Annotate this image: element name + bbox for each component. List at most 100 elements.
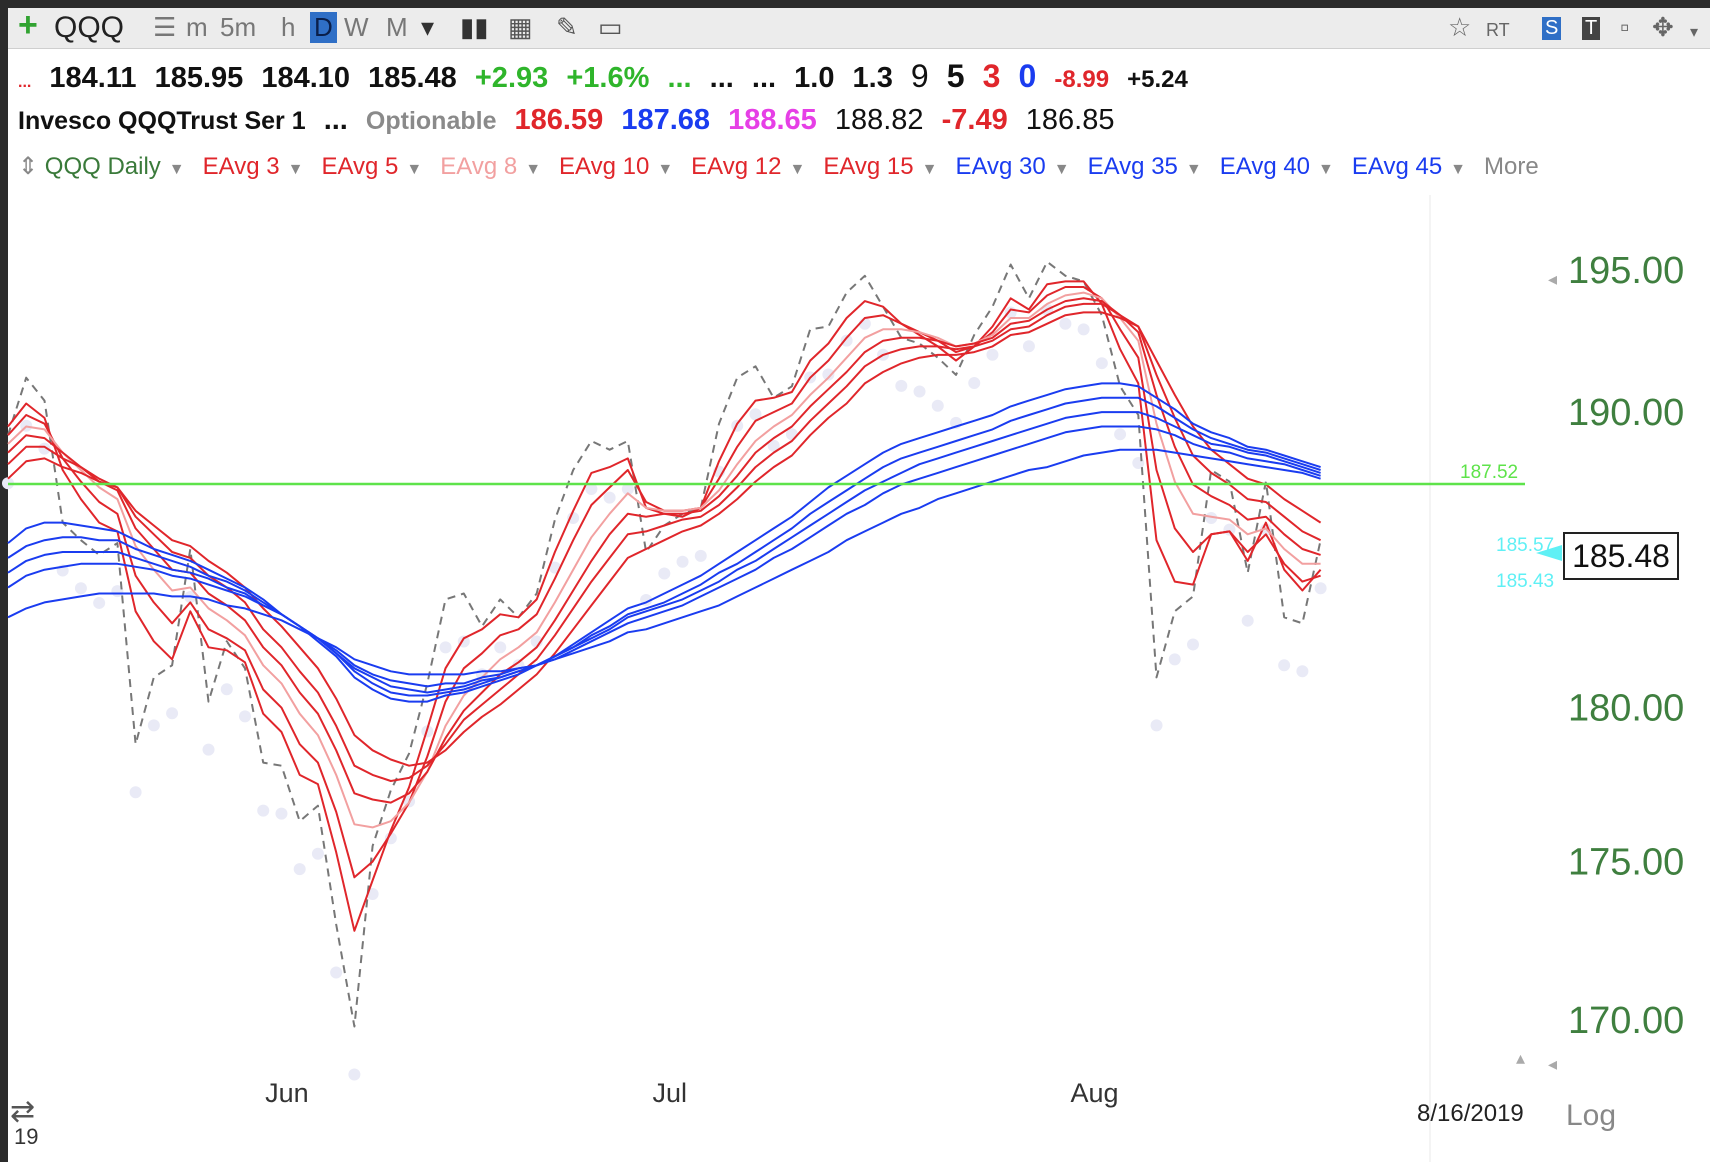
window-top-border (0, 0, 1710, 8)
s-icon[interactable]: S (1542, 17, 1562, 40)
low-dot (147, 719, 160, 732)
legend-item-eavg-8[interactable]: EAvg 8 ▼ (440, 153, 541, 180)
low-dot (1022, 340, 1035, 353)
row2-value-3: 188.65 (728, 104, 817, 136)
legend-item-qqq-daily[interactable]: QQQ Daily ▼ (45, 153, 185, 180)
low-dot (1278, 659, 1291, 672)
series-line-fast (7, 302, 1322, 782)
low-dot (1241, 614, 1254, 627)
quote-count-d: 0 (1018, 58, 1037, 94)
chevron-down-icon[interactable]: ▼ (789, 161, 806, 178)
series-line-slow (7, 425, 1321, 688)
low-dot (1150, 719, 1163, 732)
date-label: 8/16/2019 (1417, 1100, 1524, 1127)
y-tick-label: 170.00 (1568, 1000, 1684, 1042)
legend-item-eavg-10[interactable]: EAvg 10 ▼ (559, 153, 673, 180)
chevron-down-icon[interactable]: ▼ (168, 161, 185, 178)
series-line-slow (7, 448, 1321, 676)
low-dot (439, 641, 452, 654)
chevron-down-icon[interactable]: ▼ (1450, 161, 1467, 178)
y-tick-label: 190.00 (1568, 392, 1684, 434)
quote-open: 184.11 (49, 62, 137, 94)
scroll-left-icon[interactable]: ◂ (1548, 1054, 1557, 1074)
legend-item-eavg-35[interactable]: EAvg 35 ▼ (1088, 153, 1202, 180)
series-line-fast (7, 297, 1321, 804)
list-icon[interactable]: ☰ (153, 12, 177, 42)
x-tick-label: Jun (265, 1078, 309, 1108)
legend-item-eavg-40[interactable]: EAvg 40 ▼ (1220, 153, 1334, 180)
quote-value-b: 1.3 (852, 62, 893, 94)
legend-label: EAvg 45 (1351, 153, 1443, 180)
dropdown-icon[interactable]: ▾ (421, 12, 435, 42)
y-tick-label: 195.00 (1568, 250, 1684, 292)
chevron-down-icon[interactable]: ▼ (657, 161, 674, 178)
t-icon[interactable]: T (1582, 17, 1601, 40)
x-tick-label: Jul (653, 1078, 688, 1108)
quote-dots: ... (18, 74, 32, 91)
move-icon[interactable]: ✥ (1652, 12, 1674, 42)
low-dot (239, 710, 251, 723)
low-dot (1004, 306, 1017, 319)
chevron-down-icon[interactable]: ▼ (921, 161, 938, 178)
legend-item-more[interactable]: More (1484, 153, 1539, 180)
legend-item-eavg-3[interactable]: EAvg 3 ▼ (203, 153, 304, 180)
bar-chart-icon[interactable]: ▮▮ (460, 12, 489, 42)
star-icon[interactable]: ☆ (1448, 12, 1472, 42)
low-dot (931, 399, 944, 412)
name-dots: ... (323, 104, 348, 136)
realtime-icon[interactable]: RT (1486, 20, 1510, 40)
legend-item-eavg-45[interactable]: EAvg 45 ▼ (1352, 153, 1466, 180)
period-monthly[interactable]: M (386, 12, 408, 42)
legend-item-eavg-15[interactable]: EAvg 15 ▼ (823, 153, 937, 180)
indicator-legend: ⇕ QQQ Daily ▼ EAvg 3 ▼ EAvg 5 ▼ EAvg 8 ▼ EAvg 10… (18, 152, 1557, 181)
chevron-down-icon[interactable]: ▼ (525, 161, 542, 178)
log-scale-toggle[interactable]: Log (1566, 1099, 1617, 1132)
period-daily[interactable]: D (310, 12, 337, 43)
scroll-corner-icon[interactable]: ▴ (1516, 1048, 1525, 1068)
save-icon[interactable]: ▫ (1620, 12, 1630, 42)
chevron-down-icon[interactable]: ▼ (1185, 161, 1202, 178)
legend-item-eavg-5[interactable]: EAvg 5 ▼ (321, 153, 422, 180)
scroll-up-icon[interactable]: ◂ (1548, 269, 1557, 289)
row2-value-2: 187.68 (621, 104, 711, 136)
legend-sort-icon[interactable]: ⇕ (18, 153, 45, 180)
legend-item-eavg-30[interactable]: EAvg 30 ▼ (955, 153, 1069, 180)
low-dot (676, 555, 689, 568)
y-tick-label: 175.00 (1568, 842, 1684, 884)
symbol-input[interactable]: QQQ (54, 11, 125, 44)
refresh-icon[interactable]: ⇄ (10, 1095, 36, 1128)
chevron-down-icon[interactable]: ▼ (1053, 161, 1070, 178)
low-dot (275, 807, 288, 820)
window-left-border (0, 0, 8, 1162)
quote-value-c: -8.99 (1054, 66, 1110, 93)
quote-ellipsis-2: ... (709, 62, 734, 94)
draw-icon[interactable]: ✎ (556, 12, 578, 42)
chevron-down-icon[interactable]: ▼ (287, 161, 304, 178)
low-dot (822, 368, 835, 381)
period-5min[interactable]: 5m (220, 12, 257, 42)
row2-value-6: 186.85 (1025, 104, 1115, 136)
low-dot (1114, 428, 1127, 441)
low-dot (330, 966, 343, 979)
period-weekly[interactable]: W (344, 12, 369, 42)
quote-ellipsis-1: ... (667, 62, 692, 94)
legend-item-eavg-12[interactable]: EAvg 12 ▼ (691, 153, 805, 180)
period-minute[interactable]: m (186, 12, 208, 42)
row2-value-1: 186.59 (514, 104, 604, 136)
chevron-down-icon[interactable]: ▼ (406, 161, 423, 178)
low-dot (93, 596, 106, 609)
legend-label: EAvg 12 (691, 153, 782, 180)
grid-icon[interactable]: ▦ (508, 12, 533, 42)
more-icon[interactable]: ▾ (1690, 24, 1699, 41)
chevron-down-icon[interactable]: ▼ (1318, 161, 1334, 178)
series-line-slow (7, 411, 1321, 694)
layout-icon[interactable]: ▭ (598, 12, 623, 42)
plus-icon[interactable]: + (18, 6, 38, 44)
legend-label: EAvg 5 (321, 153, 399, 180)
low-dot (567, 511, 580, 524)
low-dot (74, 582, 87, 595)
price-pointer-icon (1536, 545, 1562, 561)
low-dot (968, 377, 981, 390)
period-hour[interactable]: h (281, 12, 296, 42)
